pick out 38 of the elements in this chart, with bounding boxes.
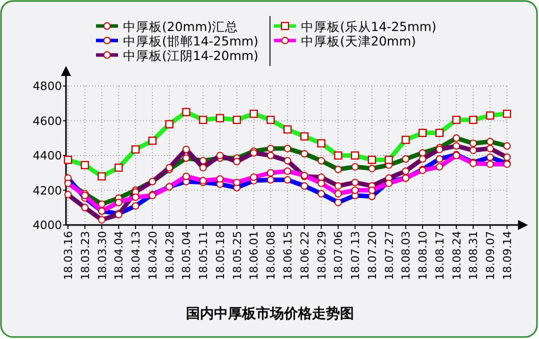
x-tick-label: 18.07.27 (382, 231, 396, 280)
x-tick-label: 18.06.08 (264, 231, 278, 280)
x-tick-label: 18.04.28 (163, 231, 176, 280)
x-tick-label: 18.05.04 (180, 231, 194, 280)
x-tick-label: 18.04.13 (130, 231, 143, 280)
x-tick-label: 18.07.06 (332, 231, 346, 280)
x-tick-label: 18.05.18 (214, 231, 227, 280)
x-tick-label: 18.07.13 (349, 231, 362, 280)
text: 国内中厚板市场价格走势图 (186, 305, 354, 322)
legend-label: 中厚板(20mm)汇总 (123, 19, 238, 34)
x-tick-label: 18.06.01 (248, 231, 261, 280)
y-tick-label: 4800 (32, 79, 62, 93)
x-tick-label: 18.08.17 (433, 231, 446, 280)
x-tick-label: 18.03.30 (96, 231, 109, 280)
x-tick-label: 18.05.25 (230, 231, 244, 280)
legend-label: 中厚板(江阴14-20mm) (123, 48, 258, 63)
x-tick-label: 18.08.10 (416, 231, 430, 280)
legend-label: 中厚板(乐从14-25mm) (301, 19, 436, 34)
x-tick-label: 18.08.03 (400, 231, 413, 280)
x-tick-label: 18.08.24 (450, 231, 464, 280)
x-tick-label: 18.08.31 (467, 231, 480, 280)
legend-label: 中厚板(邯郸14-25mm) (123, 34, 258, 48)
legend-label: 中厚板(天津20mm) (301, 34, 416, 48)
x-tick-label: 18.07.20 (366, 231, 379, 280)
y-tick-label: 4200 (32, 183, 62, 198)
x-tick-label: 18.04.04 (112, 231, 126, 280)
y-tick-label: 4600 (32, 114, 62, 128)
x-tick-label: 18.04.20 (146, 231, 160, 280)
x-tick-label: 18.06.22 (298, 231, 312, 280)
x-tick-label: 18.03.16 (62, 231, 75, 280)
y-tick-label: 4000 (32, 218, 62, 232)
x-tick-label: 18.09.07 (484, 231, 498, 280)
y-tick-label: 4400 (32, 148, 62, 162)
x-tick-label: 18.05.11 (197, 231, 210, 280)
x-tick-label: 18.06.29 (315, 231, 328, 280)
x-tick-label: 18.06.15 (282, 231, 294, 280)
x-tick-label: 18.03.23 (78, 231, 92, 280)
x-tick-label: 18.09.14 (501, 231, 514, 280)
